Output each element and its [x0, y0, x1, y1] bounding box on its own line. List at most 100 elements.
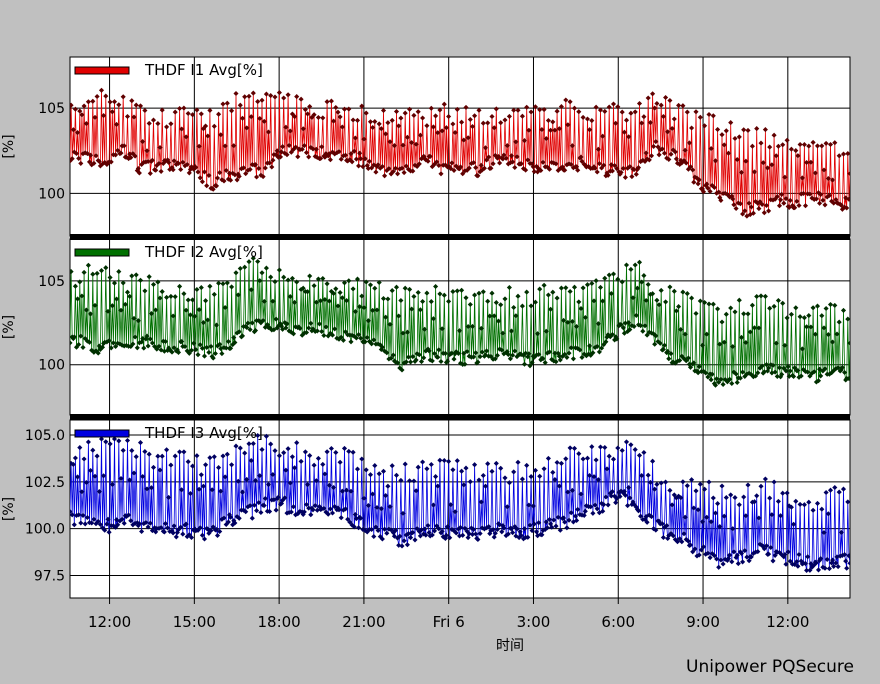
data-point: [166, 494, 172, 500]
data-point: [75, 296, 81, 302]
data-point: [207, 455, 213, 461]
data-point: [199, 345, 205, 351]
data-point: [233, 270, 239, 276]
data-point: [788, 146, 794, 152]
data-point: [766, 208, 772, 214]
data-point: [217, 341, 223, 347]
data-point: [157, 144, 163, 151]
data-point: [425, 158, 431, 164]
data-point: [155, 453, 161, 459]
data-point: [129, 98, 135, 104]
data-point: [194, 453, 200, 459]
data-point: [156, 160, 162, 166]
data-point: [478, 499, 484, 505]
data-point: [402, 110, 408, 116]
data-point: [242, 450, 248, 456]
data-point: [246, 441, 252, 447]
data-point: [823, 305, 829, 312]
series-line: [70, 435, 850, 571]
data-point: [498, 120, 504, 126]
data-point: [211, 123, 217, 129]
data-point: [413, 488, 419, 494]
data-point: [827, 301, 834, 308]
data-point: [111, 280, 118, 286]
data-point: [638, 513, 644, 519]
data-point: [823, 140, 829, 146]
data-point: [213, 322, 220, 328]
data-point: [736, 502, 742, 508]
data-point: [190, 112, 196, 118]
data-point: [192, 313, 198, 319]
data-point: [133, 454, 139, 460]
data-point: [376, 471, 382, 477]
data-point: [446, 458, 452, 464]
data-point: [651, 143, 657, 149]
data-point: [372, 463, 378, 469]
data-point: [775, 143, 781, 149]
data-point: [502, 296, 508, 302]
data-point: [430, 316, 436, 322]
data-point: [658, 480, 664, 486]
data-point: [746, 558, 752, 564]
data-point: [372, 285, 378, 291]
data-point: [580, 456, 586, 462]
data-point: [340, 337, 346, 343]
data-point: [302, 449, 308, 455]
data-point: [501, 152, 507, 158]
data-point: [298, 458, 304, 464]
data-point: [422, 526, 428, 532]
data-point: [506, 284, 512, 291]
data-point: [306, 505, 312, 511]
data-point: [155, 121, 161, 127]
x-tick-label: Fri 6: [433, 613, 465, 631]
data-point: [527, 363, 533, 369]
data-point: [365, 165, 371, 172]
data-point: [348, 488, 354, 494]
data-point: [653, 527, 659, 533]
data-point: [380, 296, 387, 302]
data-point: [680, 289, 686, 295]
data-point: [301, 509, 307, 515]
data-point: [272, 279, 278, 285]
data-point: [822, 202, 828, 208]
data-point: [170, 313, 176, 319]
data-point: [525, 534, 531, 540]
data-point: [390, 352, 396, 358]
data-point: [530, 503, 536, 509]
data-point: [136, 170, 142, 176]
data-point: [644, 519, 650, 525]
data-point: [796, 551, 802, 558]
data-point: [769, 162, 775, 168]
data-point: [818, 373, 824, 379]
data-point: [98, 87, 105, 93]
data-point: [508, 328, 515, 334]
data-point: [443, 125, 449, 131]
data-point: [216, 280, 222, 286]
data-point: [209, 487, 215, 493]
data-point: [696, 552, 702, 558]
data-point: [552, 477, 558, 483]
data-point: [314, 328, 320, 334]
data-point: [107, 441, 113, 447]
data-point: [222, 305, 228, 311]
data-point: [290, 331, 297, 337]
data-point: [716, 564, 722, 570]
plot-panel-1: [69, 56, 851, 237]
data-point: [779, 191, 785, 197]
data-point: [519, 303, 525, 309]
data-point: [237, 102, 243, 108]
data-point: [569, 318, 575, 325]
data-point: [190, 463, 196, 469]
data-point: [721, 513, 727, 519]
data-point: [252, 162, 259, 168]
data-point: [741, 311, 747, 317]
data-point: [714, 556, 720, 562]
data-point: [742, 548, 748, 554]
data-point: [144, 148, 150, 154]
data-point: [452, 509, 458, 515]
data-point: [471, 354, 477, 360]
data-point: [728, 492, 734, 498]
data-point: [784, 490, 790, 496]
data-point: [332, 326, 338, 332]
data-point: [336, 507, 342, 513]
